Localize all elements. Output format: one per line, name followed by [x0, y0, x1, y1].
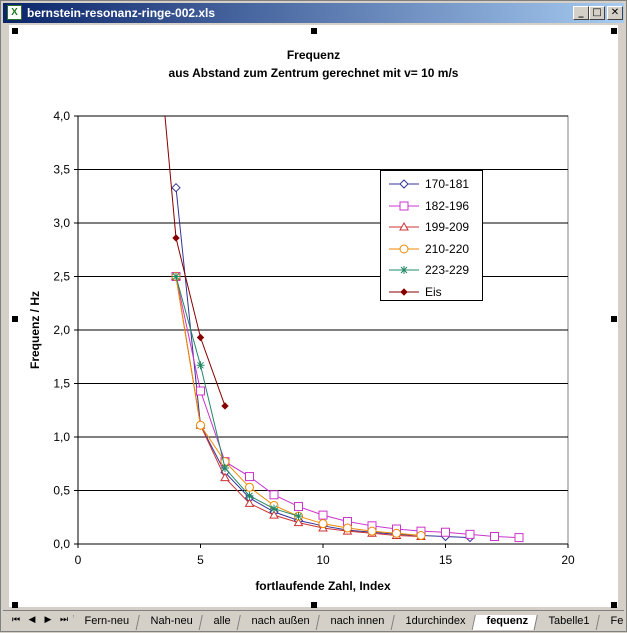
first-sheet-button[interactable]: ⏮	[11, 615, 21, 625]
legend-label: 199-209	[425, 220, 470, 234]
legend-label: 210-220	[425, 241, 470, 256]
maximize-button[interactable]: □	[589, 6, 605, 20]
sheet-tab[interactable]: fequenz	[471, 615, 540, 630]
next-sheet-button[interactable]: ▶	[44, 615, 52, 625]
sheet-tab[interactable]: 1durchindex	[390, 615, 477, 630]
legend-label: 170-181	[425, 177, 470, 191]
title-bar[interactable]: X bernstein-resonanz-ringe-002.xls _ □ ✕	[3, 3, 624, 23]
close-button[interactable]: ✕	[607, 6, 623, 20]
last-sheet-button[interactable]: ⏭	[59, 615, 69, 625]
legend-label: Eis	[425, 284, 442, 299]
legend-swatch	[389, 179, 419, 189]
prev-sheet-button[interactable]: ◀	[28, 615, 36, 625]
sheet-tab[interactable]: Nah-neu	[134, 615, 204, 630]
sheet-tab[interactable]: alle	[198, 615, 242, 630]
chart-legend[interactable]: 170-181 182-196 199-209 210-220 223-229 Eis	[380, 170, 483, 301]
legend-item[interactable]: Eis	[381, 282, 482, 303]
sheet-tab[interactable]: Tabelle1	[533, 615, 602, 630]
legend-item[interactable]: 199-209	[381, 217, 482, 238]
sheet-tab[interactable]: nach außen	[236, 615, 321, 630]
sheet-tab-bar: ⏮ ◀ ▶ ⏭ Fern-neu Nah-neu alle nach außen nac…	[3, 610, 624, 630]
legend-item[interactable]: 170-181	[381, 174, 482, 195]
selection-handle-bottom[interactable]	[311, 602, 317, 608]
chart-subtitle: aus Abstand zum Zentrum gerechnet mit v=…	[168, 66, 459, 80]
selection-handle-right[interactable]	[611, 316, 617, 322]
legend-swatch	[389, 287, 419, 296]
selection-handle-tr[interactable]	[611, 28, 617, 34]
sheet-tabs: Fern-neu Nah-neu alle nach außen nach innen 1…	[73, 611, 624, 630]
legend-swatch	[389, 266, 419, 274]
selection-handle-bl[interactable]	[12, 602, 18, 608]
legend-swatch	[389, 201, 419, 210]
excel-file-icon[interactable]: X	[7, 5, 22, 20]
selection-handle-left[interactable]	[12, 316, 18, 322]
legend-swatch	[389, 244, 419, 253]
legend-item[interactable]: 210-220	[381, 239, 482, 260]
selection-handle-tl[interactable]	[12, 28, 18, 34]
chart-area[interactable]	[9, 25, 618, 607]
minimize-button[interactable]: _	[573, 6, 589, 20]
legend-swatch	[389, 221, 419, 231]
legend-label: 223-229	[425, 263, 470, 277]
legend-label: 182-196	[425, 198, 470, 213]
selection-handle-top[interactable]	[311, 28, 317, 34]
sheet-tab[interactable]: Fern	[595, 615, 624, 630]
chart-title: Frequenz	[286, 48, 341, 62]
sheet-tab[interactable]: Fern-neu	[73, 615, 141, 630]
legend-item[interactable]: 182-196	[381, 196, 482, 217]
selection-handle-br[interactable]	[611, 602, 617, 608]
window-title: bernstein-resonanz-ringe-002.xls	[27, 6, 216, 20]
sheet-tab[interactable]: nach innen	[315, 615, 396, 630]
legend-item[interactable]: 223-229	[381, 260, 482, 281]
